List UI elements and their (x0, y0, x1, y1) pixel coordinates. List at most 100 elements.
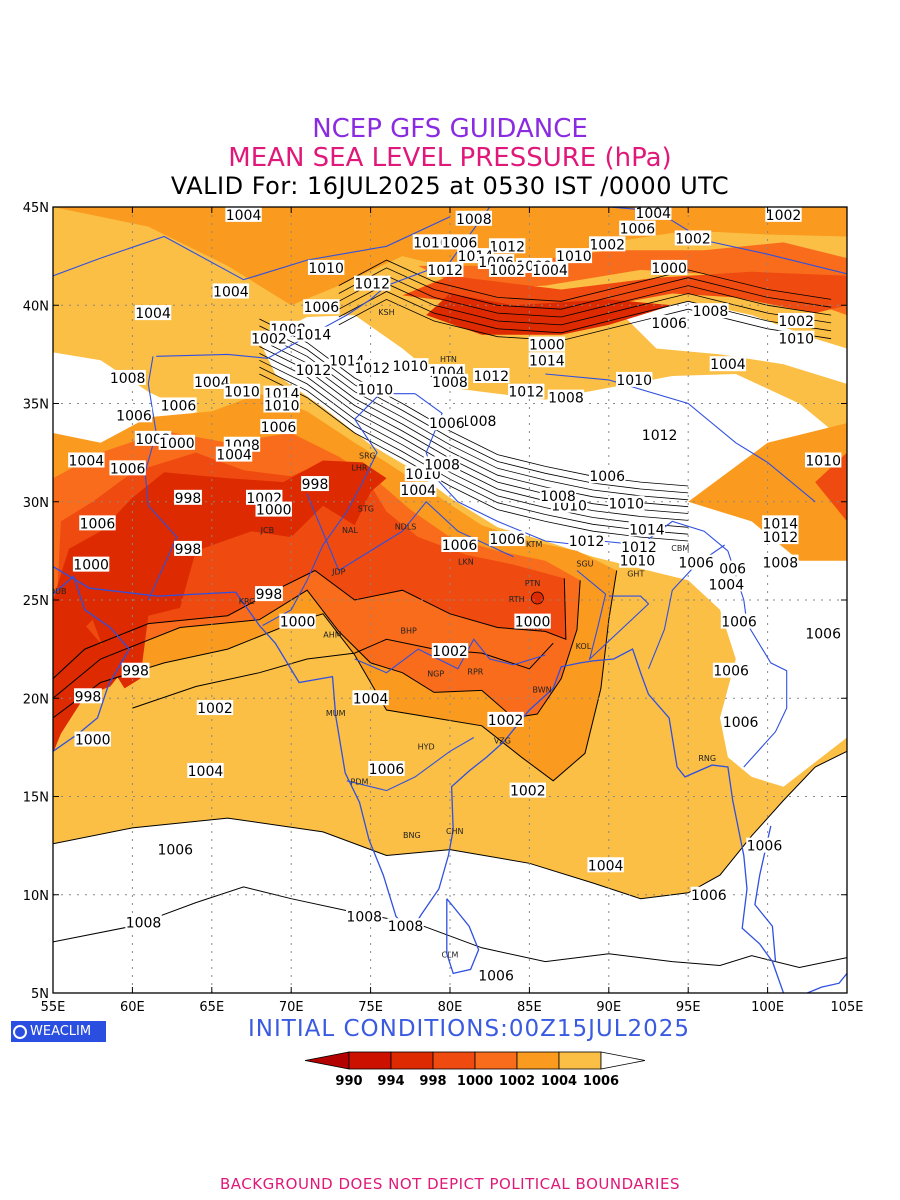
city-ndls: NDLS (395, 522, 417, 531)
city-htn: HTN (440, 355, 457, 364)
contour-label: 1012 (427, 261, 464, 279)
contour-label-text: 1010 (308, 261, 344, 277)
contour-label: 1012 (353, 360, 391, 377)
contour-label-text: 1008 (126, 915, 162, 931)
contour-label: 1000 (528, 336, 566, 354)
contour-label: 1010 (608, 495, 645, 513)
contour-label-text: 1008 (432, 375, 468, 391)
contour-label: 1012 (620, 538, 658, 556)
logo-text: WEACLIM (30, 1024, 92, 1039)
isobar-0 (53, 750, 847, 900)
contour-label: 1006 (441, 536, 478, 554)
city-lhr: LHR (351, 463, 367, 472)
contour-label-bg (387, 918, 424, 934)
city-rng: RNG (698, 754, 716, 763)
contour-label-text: 1012 (642, 428, 678, 444)
contour-label: 1006 (160, 397, 197, 414)
contour-label: 1006 (804, 625, 842, 642)
lon-tick-label: 65E (199, 1000, 224, 1015)
contour-label: 1008 (431, 373, 469, 391)
contour-label-text: 1002 (675, 231, 711, 247)
contour-label-bg (431, 643, 469, 659)
north-isobar-1 (338, 291, 832, 334)
contour-label-bg (346, 908, 383, 924)
fill-994-998-tarim (426, 293, 673, 335)
contour-label-text: 1008 (110, 371, 146, 387)
city-krc: KRC (239, 597, 255, 606)
contour-label-bg (307, 259, 345, 275)
contour-label-text: 1012 (473, 369, 509, 385)
contour-label-text: 1000 (529, 338, 565, 354)
coastline-5 (807, 972, 847, 993)
contour-label-bg (79, 515, 116, 531)
contour-label: 1008 (387, 918, 424, 935)
lon-tick-label: 75E (358, 1000, 383, 1015)
contour-label-text: 1004 (708, 577, 744, 593)
contour-label: 1012 (508, 383, 545, 401)
city-ktm: KTM (526, 540, 543, 549)
contour-label-bg (641, 426, 678, 442)
boundary-12 (545, 373, 816, 503)
contour-label: 998 (255, 586, 283, 603)
contour-label-text: 1014 (529, 353, 565, 369)
contour-label-bg (74, 688, 102, 704)
legend-swatch (432, 1051, 476, 1070)
contour-label-text: 1004 (710, 357, 746, 373)
contour-label-bg (109, 369, 146, 385)
contour-label-text: 1004 (226, 208, 262, 224)
contour-label: 1006 (722, 713, 759, 731)
contour-label-text: 1010 (358, 383, 394, 399)
contour-label: 1004 (193, 373, 230, 391)
isobar-4 (53, 569, 567, 679)
contour-label-text: 1006 (261, 420, 297, 436)
contour-label-bg (587, 857, 624, 873)
north-isobar-3 (338, 275, 832, 318)
contour-label: 1006 (157, 841, 194, 859)
lat-tick-label: 25N (23, 594, 49, 609)
city-rpr: RPR (467, 668, 483, 677)
legend-label: 1002 (499, 1074, 535, 1089)
contour-label: 1002 (777, 312, 815, 330)
contour-label-bg (709, 356, 747, 372)
contour-label-bg (223, 383, 261, 399)
contour-label: 1006 (720, 613, 758, 631)
contour-label-bg (509, 782, 547, 798)
low-patna (530, 591, 544, 605)
contour-label-text: 1008 (456, 212, 492, 228)
legend-label: 990 (335, 1074, 362, 1089)
contour-label-text: 1012 (621, 540, 657, 556)
contour-label-text: 1012 (427, 263, 463, 279)
contour-label-bg (423, 456, 461, 472)
fill-1000-1002-north (418, 242, 847, 316)
city-jcb: JCB (260, 526, 274, 535)
contour-label: 1000 (255, 501, 292, 519)
city-srg: SRG (359, 452, 376, 461)
contour-label-bg (68, 452, 105, 468)
contour-label: 1000 (514, 613, 551, 631)
legend-swatch (474, 1051, 518, 1070)
contour-label-text: 998 (175, 542, 202, 558)
contour-label-bg (804, 625, 842, 641)
contour-label-bg (608, 495, 645, 511)
mountain-isobar-3 (259, 353, 689, 521)
city-jdp: JDP (331, 567, 346, 576)
contour-label-bg (514, 613, 551, 629)
contour-label-bg (260, 419, 297, 435)
contour-label-bg (255, 501, 292, 517)
legend-label: 994 (377, 1074, 404, 1089)
contour-label: 1012 (762, 529, 799, 546)
isobar-1 (53, 886, 847, 969)
contour-label-bg (412, 234, 450, 250)
contour-label: 1006 (79, 515, 116, 532)
contour-label-text: 1006 (721, 615, 757, 631)
contour-label-text: 998 (302, 477, 329, 493)
fill-994-998-gulf (53, 615, 122, 754)
contour-label-bg (650, 314, 688, 330)
contour-label-bg (488, 261, 526, 277)
contour-label-bg (428, 415, 466, 431)
city-mum: MUM (326, 709, 346, 718)
contour-label-bg (528, 336, 566, 352)
contour-label-bg (477, 967, 515, 983)
contour-label-bg (487, 711, 524, 727)
contour-label-text: 1010 (620, 554, 656, 570)
